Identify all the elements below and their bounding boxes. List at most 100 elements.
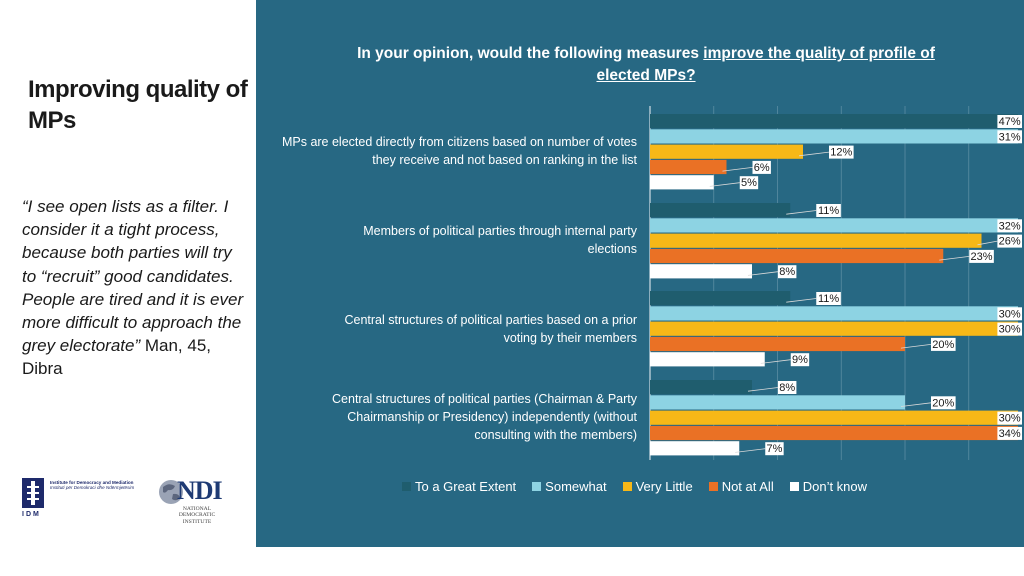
legend-label: Don’t know: [802, 478, 868, 494]
quote: “I see open lists as a filter. I conside…: [22, 195, 247, 381]
data-label: 23%: [971, 251, 993, 263]
data-label-box: [997, 411, 1022, 425]
data-label: 30%: [999, 324, 1021, 336]
label-leader-line: [760, 359, 791, 364]
data-label: 26%: [999, 236, 1021, 248]
category-label-1: MPs are elected directly from citizens b…: [281, 135, 637, 167]
quote-text: “I see open lists as a filter. I conside…: [22, 197, 244, 356]
bar-4-don-t-know: [650, 441, 740, 456]
data-label-box: [997, 219, 1022, 233]
bar-1-to-a-great-extent: [650, 114, 1018, 129]
data-label-box: [816, 292, 841, 305]
data-label: 12%: [830, 147, 852, 159]
data-label: 30%: [999, 308, 1021, 320]
data-label-box: [969, 249, 994, 263]
label-leader-line: [900, 344, 932, 349]
chart-title-lead: In your opinion, would the following mea…: [357, 45, 704, 62]
data-label-box: [997, 307, 1022, 321]
bar-4-not-at-all: [650, 425, 1018, 441]
label-leader-line: [722, 167, 753, 172]
chart-legend: To a Great Extent Somewhat Very Little N…: [402, 477, 867, 495]
data-label-box: [997, 426, 1022, 440]
data-label: 30%: [999, 413, 1021, 425]
bar-1-very-little: [650, 144, 803, 159]
label-leader-line: [709, 182, 740, 187]
ndi-full-name: NATIONAL DEMOCRATIC INSTITUTE: [161, 506, 233, 525]
bar-2-don-t-know: [650, 264, 752, 279]
data-label-box: [790, 353, 810, 367]
data-label: 47%: [999, 116, 1021, 128]
label-leader-line: [798, 151, 830, 157]
slide-title: Improving quality of MPs: [28, 76, 248, 134]
ndi-wordmark: NDI: [177, 476, 223, 505]
bar-2-very-little: [650, 233, 982, 248]
data-label: 34%: [999, 428, 1021, 440]
data-label-box: [739, 176, 759, 190]
bar-4-very-little: [650, 410, 1018, 425]
data-label: 9%: [792, 354, 808, 366]
legend-item-not-at-all: Not at All: [708, 478, 774, 494]
label-leader-line: [747, 387, 779, 392]
data-label-box: [778, 265, 797, 279]
label-leader-line: [786, 210, 817, 215]
ndi-line-2: DEMOCRATIC: [178, 512, 216, 519]
bar-3-somewhat: [650, 306, 1018, 321]
data-label-box: [931, 337, 956, 351]
data-label-box: [997, 115, 1022, 128]
chart-title: In your opinion, would the following mea…: [346, 43, 946, 87]
legend-swatch: [402, 481, 411, 491]
idm-emblem-icon: [22, 478, 44, 508]
data-label: 5%: [741, 177, 757, 189]
data-label-box: [931, 396, 956, 410]
left-panel: Improving quality of MPs “I see open lis…: [0, 0, 256, 576]
data-label: 7%: [766, 443, 782, 455]
label-leader-line: [939, 256, 970, 261]
bar-chart: 47% 31% 12% 6% 5% 11% 32% 26% 23% 8% 11% 30% 30% 20% 9…: [649, 106, 1022, 460]
data-label: 31%: [999, 131, 1021, 143]
data-label-box: [816, 204, 841, 217]
category-label-3: Central structures of political parties …: [344, 313, 637, 345]
globe-icon: [159, 480, 183, 504]
data-label-box: [997, 130, 1022, 144]
legend-label: To a Great Extent: [415, 478, 517, 494]
legend-label: Not at All: [721, 478, 774, 494]
data-label: 6%: [754, 162, 770, 174]
idm-name-sq: Instituti për Demokraci dhe Ndërmjetësim: [50, 485, 135, 491]
data-label: 11%: [818, 205, 839, 217]
idm-name-en: Institute for Democracy and Mediation: [50, 480, 134, 485]
bar-3-not-at-all: [650, 336, 905, 352]
bar-2-to-a-great-extent: [650, 203, 791, 218]
bar-3-to-a-great-extent: [650, 291, 791, 306]
bar-3-don-t-know: [650, 352, 765, 367]
legend-swatch: [789, 481, 799, 491]
label-leader-line: [977, 240, 998, 246]
category-label-4: Central structures of political parties …: [332, 392, 637, 442]
bar-4-somewhat: [650, 395, 905, 410]
legend-swatch: [532, 481, 542, 491]
label-leader-line: [747, 271, 779, 276]
label-leader-line: [900, 402, 932, 407]
legend-item-great-extent: To a Great Extent: [402, 479, 516, 494]
legend-item-very-little: Very Little: [622, 478, 693, 494]
data-label: 8%: [779, 382, 795, 394]
quote-attribution: Man, 45, Dibra: [22, 336, 211, 379]
legend-label: Very Little: [635, 478, 693, 494]
ndi-logo: NDI NATIONAL DEMOCRATIC INSTITUTE: [155, 476, 237, 532]
bar-4-to-a-great-extent: [650, 380, 752, 395]
bar-2-not-at-all: [650, 248, 944, 264]
bar-2-somewhat: [650, 218, 1018, 233]
legend-item-dont-know: Don’t know: [789, 478, 868, 494]
data-label-box: [778, 381, 797, 394]
bar-1-don-t-know: [650, 175, 714, 190]
ndi-line-1: NATIONAL: [182, 506, 212, 512]
bar-3-very-little: [650, 321, 1018, 336]
legend-swatch: [708, 481, 718, 491]
idm-logo: Institute for Democracy and Mediation In…: [22, 478, 142, 522]
category-label-2: Members of political parties through int…: [363, 224, 637, 256]
label-leader-line: [786, 298, 817, 303]
idm-institute-name: Institute for Democracy and Mediation In…: [50, 480, 146, 491]
data-label: 32%: [999, 220, 1021, 232]
bar-1-somewhat: [650, 129, 1018, 144]
ndi-line-3: INSTITUTE: [182, 518, 212, 525]
label-leader-line: [735, 448, 766, 453]
